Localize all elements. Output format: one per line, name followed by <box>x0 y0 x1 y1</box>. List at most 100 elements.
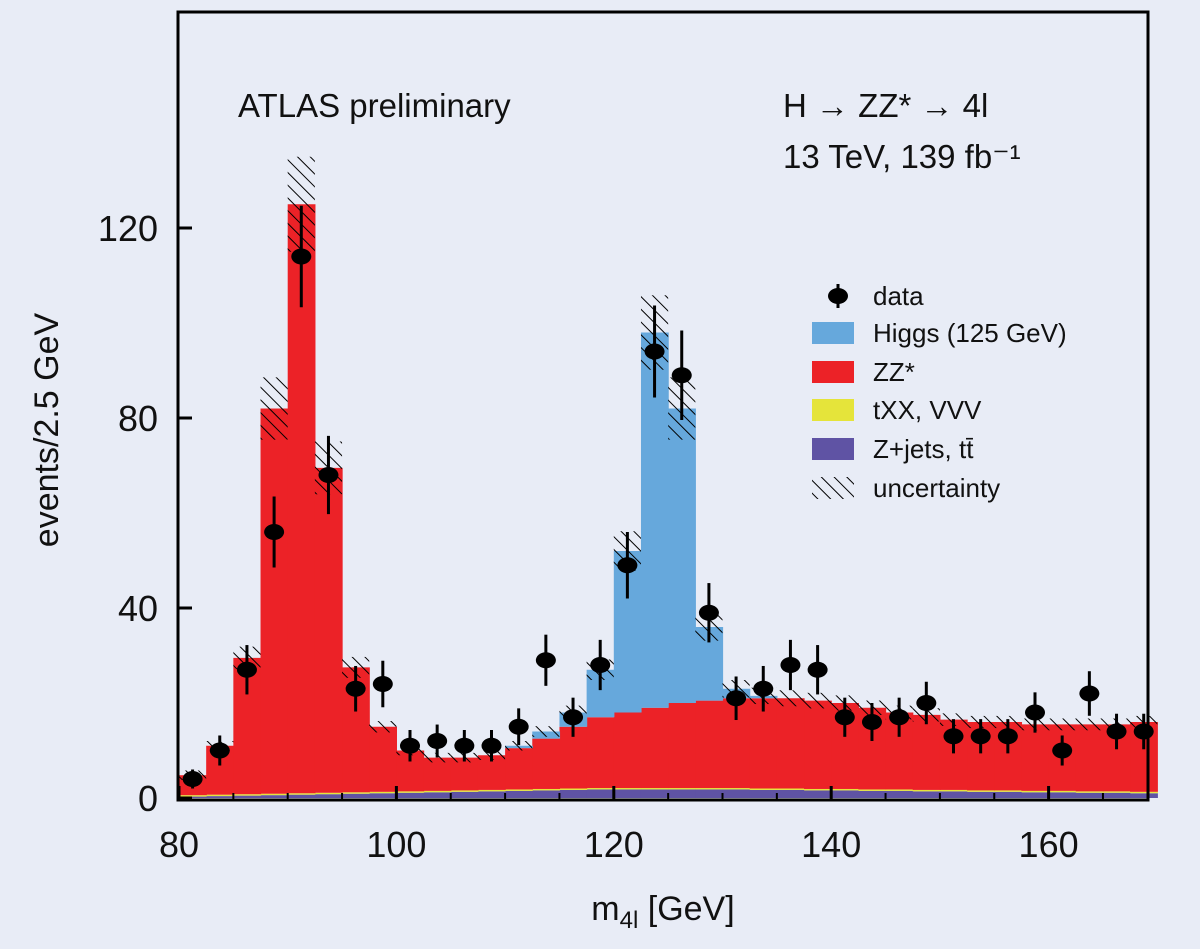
y-tick-label: 120 <box>98 208 158 249</box>
data-point <box>318 467 339 483</box>
bar-zjets <box>477 791 506 798</box>
bar-zjets <box>233 795 262 798</box>
data-point <box>1106 723 1127 740</box>
bar-zz <box>586 717 615 789</box>
bar-zjets <box>260 795 289 798</box>
bar-txx <box>967 790 995 792</box>
axis-ticks: 80 100 120 140 160 0 40 80 120 <box>98 208 1104 865</box>
legend-label-uncertainty: uncertainty <box>873 473 1000 503</box>
bar-txx <box>885 789 914 791</box>
legend-data-marker <box>828 288 848 304</box>
x-tick-label: 140 <box>801 824 861 865</box>
data-point <box>889 709 910 726</box>
uncertainty-hatch <box>1075 718 1103 731</box>
energy-lumi-label: 13 TeV, 139 fb⁻¹ <box>783 138 1021 175</box>
bar-zz <box>804 700 832 789</box>
bar-txx <box>206 794 234 797</box>
data-point <box>563 709 584 726</box>
bar-zjets <box>831 790 859 798</box>
bar-zjets <box>858 790 887 798</box>
uncertainty-hatch <box>1048 718 1076 731</box>
bar-zz <box>532 738 561 789</box>
y-tick-label: 40 <box>118 588 158 629</box>
legend-swatch-higgs <box>812 322 854 344</box>
bar-txx <box>260 793 289 796</box>
bar-zjets <box>369 793 397 798</box>
bar-txx <box>342 792 370 794</box>
x-tick-label: 100 <box>366 824 426 865</box>
y-axis-label: events/2.5 GeV <box>28 313 66 548</box>
bar-txx <box>722 788 751 790</box>
bar-txx <box>369 791 397 794</box>
bar-txx <box>804 788 832 791</box>
bar-zz <box>423 757 452 791</box>
bar-zjets <box>749 789 778 798</box>
bar-txx <box>939 789 968 792</box>
bar-txx <box>1075 791 1104 793</box>
data-point <box>535 652 556 669</box>
data-point <box>264 524 285 540</box>
data-point <box>1133 723 1154 740</box>
data-point <box>753 680 774 697</box>
bar-zz <box>749 698 778 789</box>
bar-zjets <box>668 789 696 798</box>
data-point <box>236 661 257 678</box>
legend-label-data: data <box>873 281 924 311</box>
bar-zz <box>559 726 588 789</box>
uncertainty-hatch <box>776 690 805 707</box>
bar-txx <box>450 790 479 792</box>
data-point <box>617 557 638 574</box>
data-point <box>427 733 448 749</box>
data-point <box>943 728 964 745</box>
bar-zjets <box>695 789 724 798</box>
uncertainty-hatch <box>505 741 533 751</box>
data-point <box>916 695 937 711</box>
bar-zjets <box>532 790 561 798</box>
bar-zjets <box>342 793 370 798</box>
bar-zz <box>450 757 479 791</box>
bar-zz <box>668 703 696 789</box>
plot-frame <box>176 10 1150 802</box>
bar-zz <box>776 698 805 789</box>
bar-zjets <box>505 790 533 798</box>
y-tick-label: 0 <box>138 778 158 819</box>
uncertainty-hatch <box>369 721 397 733</box>
x-axis-label: m4l [GeV] <box>591 890 734 934</box>
data-point <box>780 657 801 673</box>
bar-txx <box>776 788 805 790</box>
bar-txx <box>179 795 207 797</box>
bar-txx <box>1102 791 1131 793</box>
data-point <box>861 714 882 730</box>
legend-hatch-swatch <box>812 477 854 499</box>
data-point <box>209 742 230 759</box>
data-point <box>399 737 420 754</box>
bar-txx <box>396 791 425 793</box>
bar-zz <box>314 467 343 793</box>
uncertainty-hatch <box>532 726 560 737</box>
bar-zjets <box>1130 793 1158 798</box>
bar-txx <box>233 794 262 796</box>
bar-zjets <box>314 794 343 798</box>
data-point <box>372 676 393 692</box>
data-point <box>182 771 203 787</box>
bar-txx <box>668 788 696 790</box>
bar-zjets <box>450 791 479 798</box>
data-point <box>345 680 366 697</box>
process-label: H → ZZ* → 4l <box>783 87 988 124</box>
bar-zjets <box>912 791 941 798</box>
bar-txx <box>477 789 506 792</box>
legend-label-zjets: Z+jets, tt̄ <box>873 434 974 464</box>
bar-txx <box>1021 790 1050 793</box>
bar-zz <box>260 408 289 794</box>
x-tick-label: 160 <box>1019 824 1079 865</box>
legend-label-txx: tXX, VVV <box>873 395 982 425</box>
bar-zjets <box>722 789 751 798</box>
uncertainty-hatch <box>260 377 288 440</box>
bar-txx <box>1048 790 1077 793</box>
legend-swatch-zz <box>812 361 854 383</box>
bar-txx <box>505 789 533 791</box>
legend-swatch-zjets <box>812 438 854 460</box>
bar-zjets <box>423 792 452 798</box>
data-point <box>508 718 529 735</box>
